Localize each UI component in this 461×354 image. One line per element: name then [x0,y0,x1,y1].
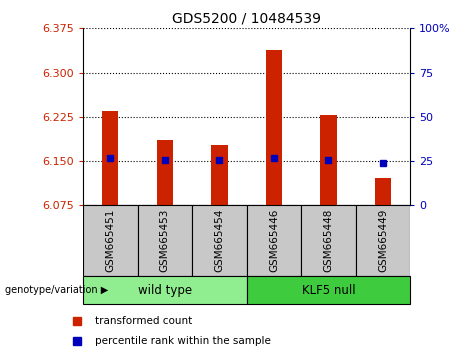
Bar [247,276,410,304]
Bar [137,205,192,276]
Text: GSM665446: GSM665446 [269,209,279,272]
Text: GSM665449: GSM665449 [378,209,388,272]
Text: KLF5 null: KLF5 null [301,284,355,297]
Text: wild type: wild type [138,284,192,297]
Bar [157,141,173,205]
Bar [356,205,410,276]
Bar [301,205,356,276]
Text: GSM665454: GSM665454 [214,209,225,272]
Bar [83,205,137,276]
Bar [247,205,301,276]
Text: GSM665451: GSM665451 [105,209,115,272]
Text: transformed count: transformed count [95,316,192,326]
Bar [266,50,282,205]
Bar [192,205,247,276]
Bar [320,115,337,205]
Text: genotype/variation ▶: genotype/variation ▶ [5,285,108,295]
Bar [211,144,228,205]
Bar [102,111,118,205]
Bar [375,178,391,205]
Title: GDS5200 / 10484539: GDS5200 / 10484539 [172,12,321,26]
Text: percentile rank within the sample: percentile rank within the sample [95,336,271,346]
Bar [83,276,247,304]
Text: GSM665453: GSM665453 [160,209,170,272]
Text: GSM665448: GSM665448 [324,209,333,272]
